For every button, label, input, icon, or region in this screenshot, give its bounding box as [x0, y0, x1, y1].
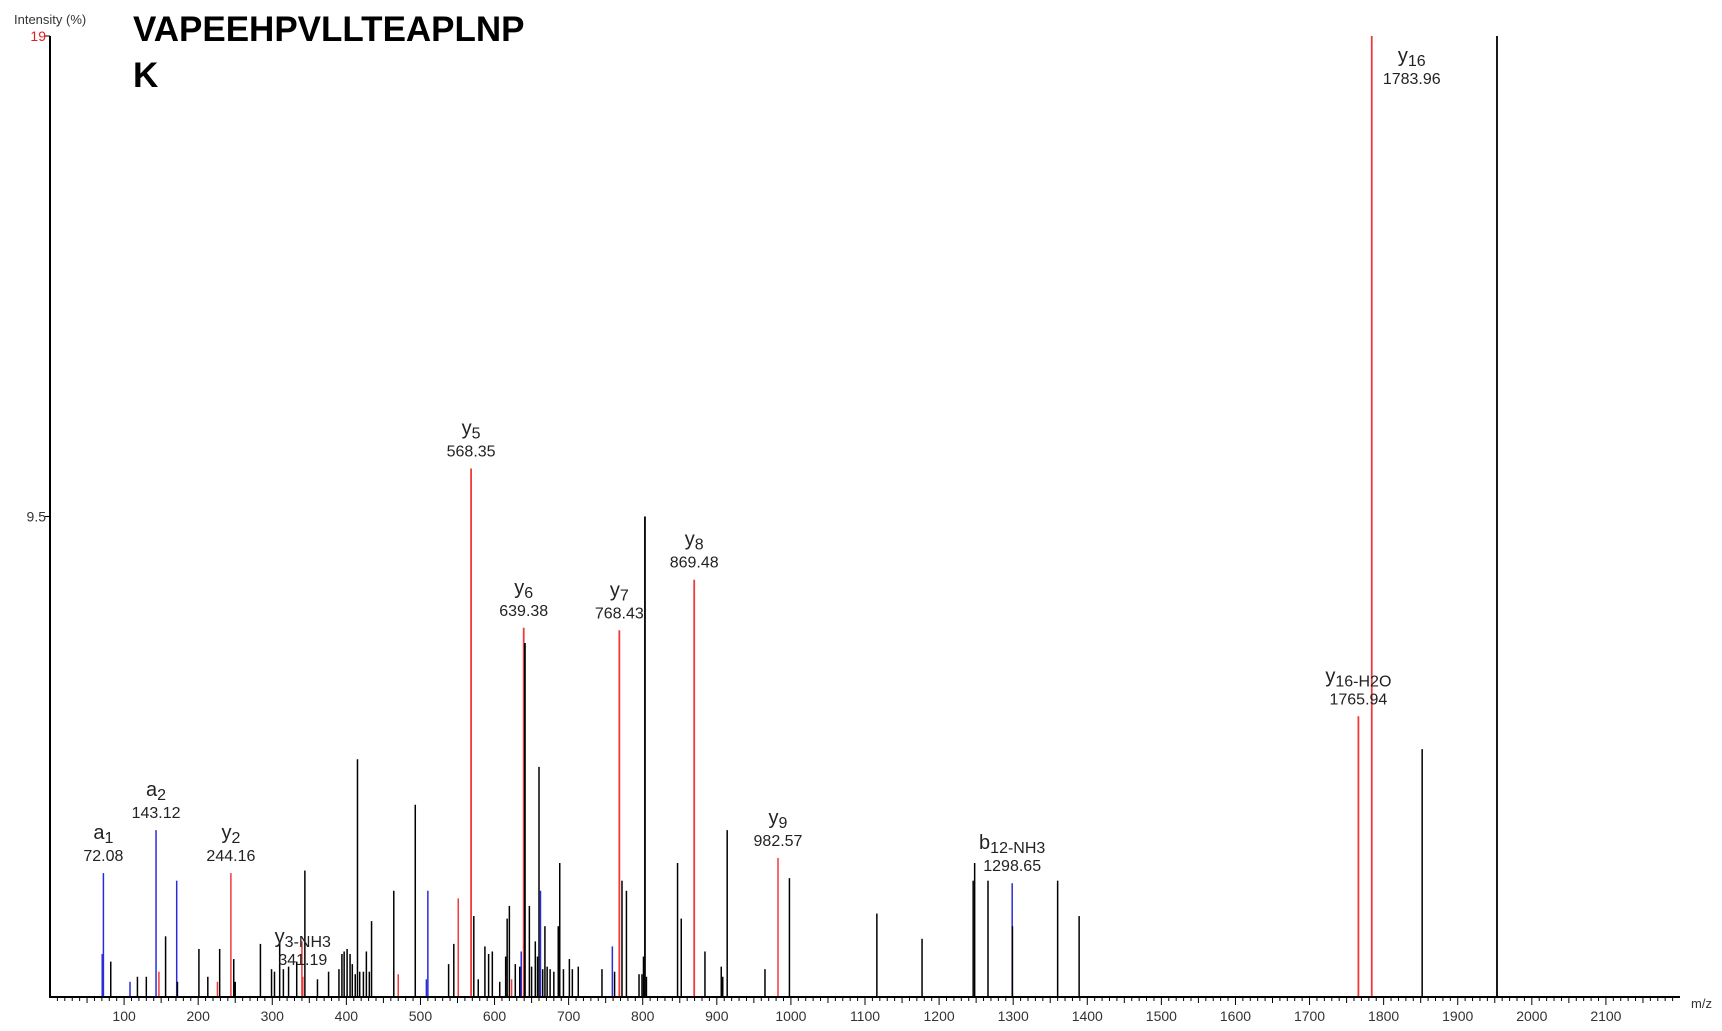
fragment-mass-label: 72.08 [83, 848, 123, 865]
x-tick-label: 200 [187, 1008, 211, 1024]
fragment-mass-label: 568.35 [447, 443, 496, 460]
x-tick-label: 1800 [1368, 1008, 1399, 1024]
fragment-ion-label: y16-H2O [1325, 665, 1391, 690]
fragment-ion-label: a1 [93, 822, 113, 847]
fragment-ion-label: b12-NH3 [979, 832, 1045, 857]
fragment-mass-label: 1298.65 [983, 858, 1041, 875]
x-tick-label: 1100 [850, 1008, 880, 1024]
x-tick-label: 1000 [775, 1008, 806, 1024]
axes-layer [49, 36, 1680, 998]
x-tick-label: 1500 [1146, 1008, 1177, 1024]
y-tick-label: 9.5 [27, 509, 47, 525]
fragment-ion-label: y3-NH3 [275, 926, 331, 951]
fragment-ion-label: y5 [462, 417, 481, 442]
fragment-mass-label: 982.57 [754, 833, 803, 850]
fragment-mass-label: 869.48 [670, 555, 719, 572]
peptide-sequence-line1: VAPEEHPVLLTEAPLNP [133, 10, 525, 49]
x-tick-label: 600 [483, 1008, 507, 1024]
y-axis-label: Intensity (%) [14, 12, 86, 27]
peaks-layer [101, 36, 1498, 997]
fragment-ion-label: y16 [1398, 45, 1426, 70]
x-tick-label: 1300 [998, 1008, 1029, 1024]
fragment-ion-label: y8 [685, 529, 704, 554]
fragment-ion-label: y2 [221, 822, 240, 847]
fragment-mass-label: 244.16 [206, 848, 255, 865]
fragment-ion-label: y9 [769, 807, 788, 832]
peptide-sequence-line2: K [133, 56, 159, 95]
x-tick-label: 400 [335, 1008, 359, 1024]
y-tick-label: 19 [30, 28, 46, 44]
x-tick-label: 1400 [1072, 1008, 1103, 1024]
fragment-mass-label: 768.43 [595, 605, 644, 622]
x-tick-label: 700 [557, 1008, 581, 1024]
x-tick-label: 1200 [924, 1008, 955, 1024]
fragment-ion-label: a2 [146, 779, 166, 804]
x-axis-label: m/z [1691, 996, 1712, 1011]
x-tick-label: 1700 [1294, 1008, 1325, 1024]
fragment-ion-label: y6 [514, 577, 533, 602]
fragment-mass-label: 341.19 [278, 952, 327, 969]
x-tick-label: 2100 [1590, 1008, 1621, 1024]
fragment-mass-label: 639.38 [499, 603, 548, 620]
ticks-layer: 100 200 300 400 500 600 700 800 900 1000 1100 1200 1… [27, 28, 1674, 1024]
fragment-mass-label: 143.12 [132, 805, 181, 822]
x-tick-label: 900 [705, 1008, 729, 1024]
x-tick-label: 800 [631, 1008, 655, 1024]
fragment-ion-label: y7 [610, 579, 629, 604]
fragment-mass-label: 1783.96 [1383, 71, 1441, 88]
x-tick-label: 1600 [1220, 1008, 1251, 1024]
x-tick-label: 300 [261, 1008, 285, 1024]
x-tick-label: 500 [409, 1008, 433, 1024]
x-tick-label: 100 [112, 1008, 136, 1024]
x-tick-label: 1900 [1442, 1008, 1473, 1024]
fragment-mass-label: 1765.94 [1329, 691, 1387, 708]
x-tick-label: 2000 [1516, 1008, 1547, 1024]
